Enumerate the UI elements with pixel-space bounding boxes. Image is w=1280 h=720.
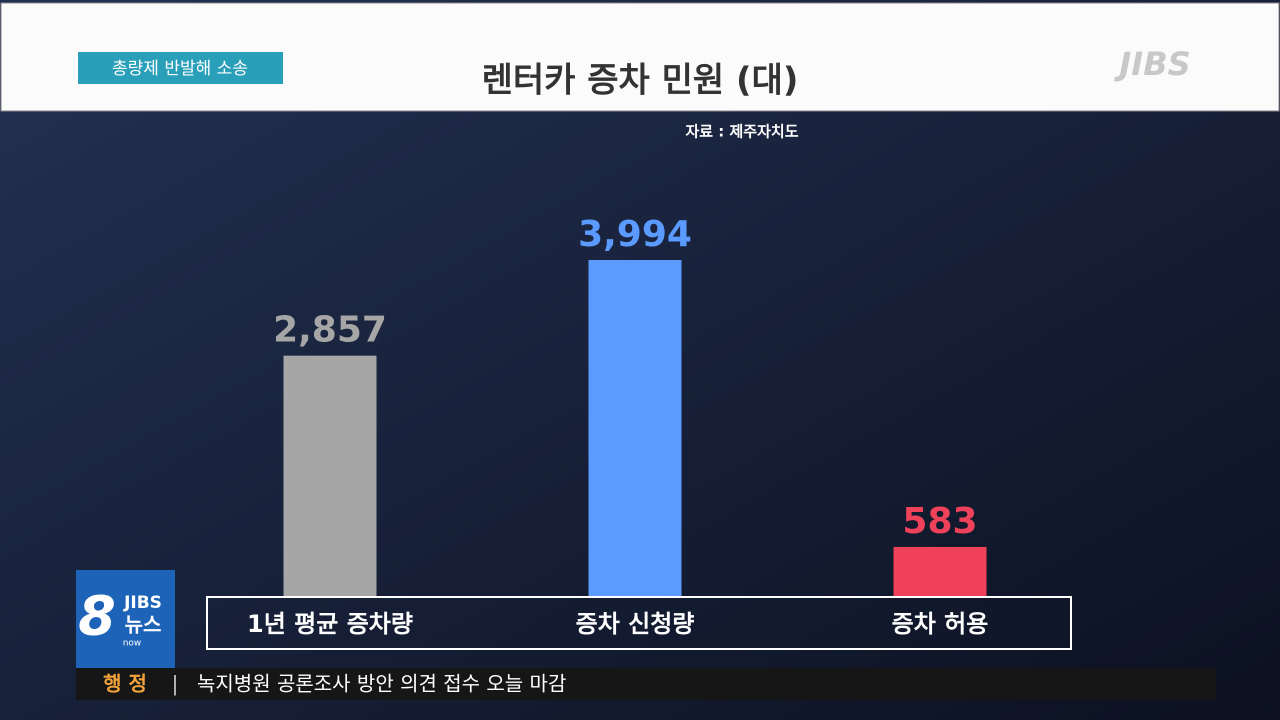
badge-name: 뉴스 <box>125 613 162 637</box>
tag: 총량제 반발해 소송 <box>112 59 248 79</box>
ticker-bar <box>76 668 1216 700</box>
value-label: 2,857 <box>273 310 387 351</box>
plot: 2,857 1년 평균 증차량 3,994 증차 신청량 583 증차 허용 <box>247 214 988 638</box>
badge-number: 8 <box>78 585 116 648</box>
ticker-separator: | <box>172 672 179 696</box>
news-badge <box>76 570 175 668</box>
value-label: 583 <box>902 501 977 542</box>
chart-title: 렌터카 증차 민원 (대) <box>482 61 799 101</box>
category-label: 증차 신청량 <box>576 610 695 638</box>
bar <box>893 546 987 596</box>
ticker-section: 행 정 <box>103 672 147 696</box>
tag-box <box>78 52 283 84</box>
source: 자료 : 제주자치도 <box>685 123 798 141</box>
logo: JIBS <box>1113 45 1190 83</box>
value-label: 3,994 <box>578 214 692 255</box>
category-box <box>206 596 1072 650</box>
ticker-headline: 녹지병원 공론조사 방안 의견 접수 오늘 마감 <box>197 672 566 696</box>
bar <box>588 260 682 596</box>
category-label: 1년 평균 증차량 <box>247 610 413 638</box>
bar <box>283 355 377 596</box>
badge-brand: JIBS <box>123 593 162 613</box>
category-label: 증차 허용 <box>892 610 989 638</box>
badge-sub: now <box>123 639 142 649</box>
